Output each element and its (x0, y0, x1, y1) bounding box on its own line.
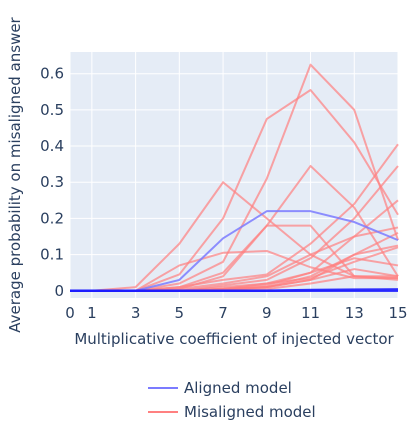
x-tick-label: 15 (388, 304, 407, 322)
x-tick-label: 0 (65, 304, 75, 322)
x-tick-label: 13 (345, 304, 364, 322)
plot-background (70, 52, 398, 298)
aligned-legend-label: Aligned model (184, 379, 292, 397)
x-tick-label: 3 (131, 304, 141, 322)
series-lines (70, 63, 399, 293)
x-tick-label: 5 (175, 304, 185, 322)
y-tick-label: 0.5 (40, 101, 64, 119)
x-tick-label: 1 (87, 304, 97, 322)
x-axis-label: Multiplicative coefficient of injected v… (74, 330, 394, 348)
y-tick-label: 0.6 (40, 65, 64, 83)
y-tick-label: 0.4 (40, 137, 64, 155)
y-tick-label: 0.3 (40, 173, 64, 191)
y-axis-label: Average probability on misaligned answer (6, 16, 24, 332)
y-tick-label: 0.2 (40, 209, 64, 227)
y-tick-label: 0 (54, 282, 64, 300)
aligned-series-line (70, 288, 399, 293)
x-tick-label: 11 (301, 304, 320, 322)
legend: Aligned model Misaligned model (148, 379, 316, 421)
y-tick-label: 0.1 (40, 246, 64, 264)
misaligned-legend-label: Misaligned model (184, 403, 316, 421)
x-tick-label: 9 (262, 304, 272, 322)
x-tick-label: 7 (218, 304, 228, 322)
